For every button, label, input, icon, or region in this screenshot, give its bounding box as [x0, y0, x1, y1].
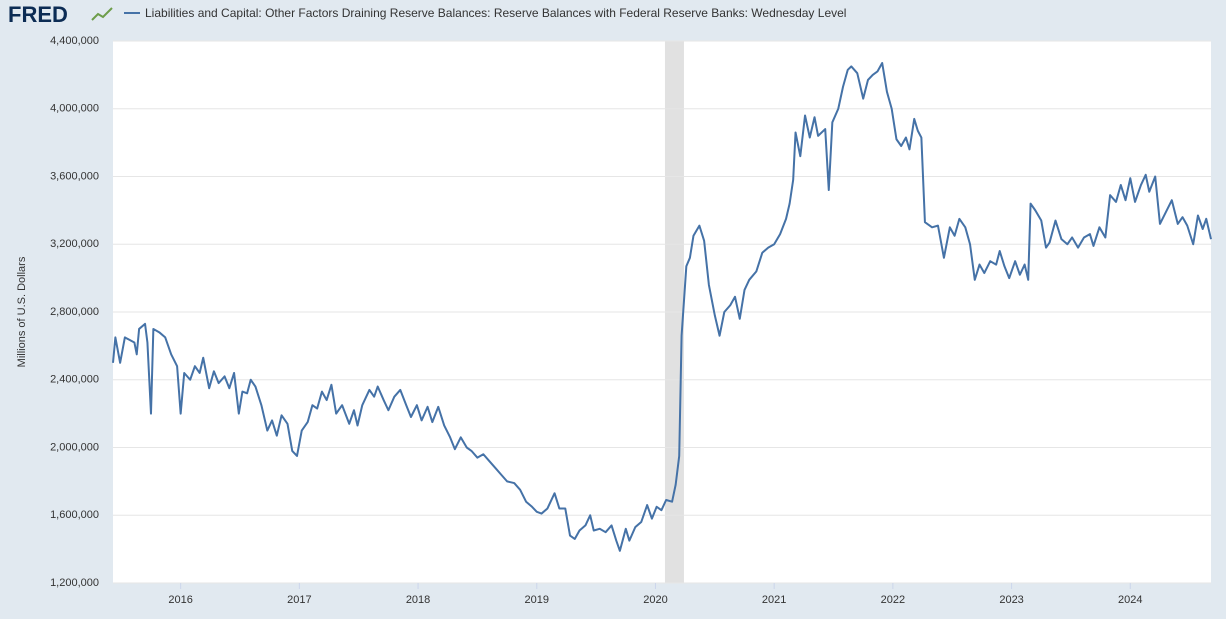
series-line: [112, 62, 1212, 552]
y-tick-label: 4,000,000: [50, 103, 99, 115]
legend-label: Liabilities and Capital: Other Factors D…: [145, 6, 846, 20]
x-tick-label: 2022: [881, 594, 905, 606]
y-tick-label: 3,600,000: [50, 170, 99, 182]
x-tick-label: 2016: [168, 594, 192, 606]
y-tick-label: 1,600,000: [50, 509, 99, 521]
y-tick-label: 2,400,000: [50, 374, 99, 386]
y-tick-label: 3,200,000: [50, 238, 99, 250]
x-tick-label: 2019: [525, 594, 549, 606]
logo: FRED: [8, 2, 68, 27]
y-tick-label: 1,200,000: [50, 577, 99, 589]
y-tick-label: 2,000,000: [50, 441, 99, 453]
y-axis-label: Millions of U.S. Dollars: [16, 256, 28, 367]
y-tick-label: 2,800,000: [50, 306, 99, 318]
x-tick-label: 2020: [643, 594, 667, 606]
x-tick-label: 2021: [762, 594, 786, 606]
logo-icon: [91, 7, 113, 21]
x-tick-label: 2023: [999, 594, 1023, 606]
x-tick-label: 2017: [287, 594, 311, 606]
x-tick-label: 2018: [406, 594, 430, 606]
x-tick-label: 2024: [1118, 594, 1142, 606]
y-tick-label: 4,400,000: [50, 35, 99, 47]
